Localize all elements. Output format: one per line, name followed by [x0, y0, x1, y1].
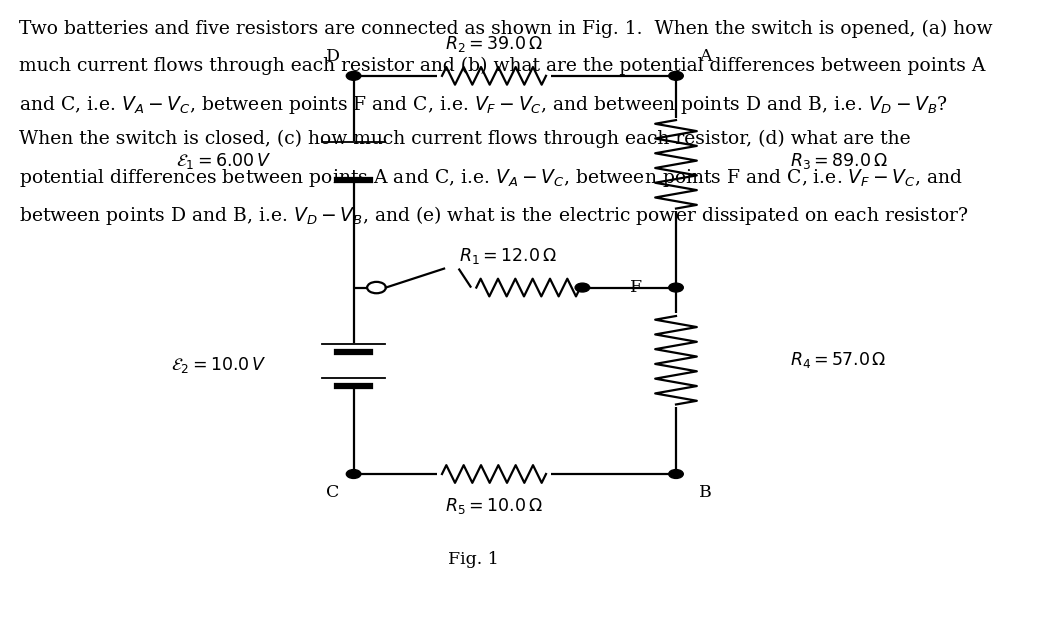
Circle shape — [669, 71, 683, 80]
Text: Fig. 1: Fig. 1 — [448, 551, 498, 568]
Text: $R_5 = 10.0\,\Omega$: $R_5 = 10.0\,\Omega$ — [445, 495, 543, 516]
Text: $\mathcal{E}_2 = 10.0\,V$: $\mathcal{E}_2 = 10.0\,V$ — [171, 355, 266, 375]
Circle shape — [346, 71, 361, 80]
Text: between points D and B, i.e. $V_D - V_B$, and (e) what is the electric power dis: between points D and B, i.e. $V_D - V_B$… — [19, 204, 968, 226]
Text: B: B — [699, 485, 711, 501]
Text: and C, i.e. $V_A - V_C$, between points F and C, i.e. $V_F - V_C$, and between p: and C, i.e. $V_A - V_C$, between points … — [19, 94, 947, 116]
Text: F: F — [630, 279, 643, 296]
Text: $R_3 = 89.0\,\Omega$: $R_3 = 89.0\,\Omega$ — [790, 151, 888, 171]
Text: much current flows through each resistor and (b) what are the potential differen: much current flows through each resistor… — [19, 57, 985, 75]
Circle shape — [346, 470, 361, 478]
Text: C: C — [327, 485, 339, 501]
Circle shape — [669, 470, 683, 478]
Text: Two batteries and five resistors are connected as shown in Fig. 1.  When the swi: Two batteries and five resistors are con… — [19, 20, 992, 39]
Circle shape — [575, 283, 590, 292]
Text: A: A — [699, 49, 711, 65]
Text: $\mathcal{E}_1 = 6.00\,V$: $\mathcal{E}_1 = 6.00\,V$ — [176, 151, 271, 171]
Text: D: D — [326, 49, 340, 65]
Text: $R_1 = 12.0\,\Omega$: $R_1 = 12.0\,\Omega$ — [459, 246, 556, 266]
Circle shape — [669, 283, 683, 292]
Text: $R_2 = 39.0\,\Omega$: $R_2 = 39.0\,\Omega$ — [445, 34, 543, 54]
Text: potential differences between points A and C, i.e. $V_A - V_C$, between points F: potential differences between points A a… — [19, 167, 963, 189]
Text: When the switch is closed, (c) how much current flows through each resistor, (d): When the switch is closed, (c) how much … — [19, 130, 910, 149]
Text: $R_4 = 57.0\,\Omega$: $R_4 = 57.0\,\Omega$ — [790, 350, 887, 370]
